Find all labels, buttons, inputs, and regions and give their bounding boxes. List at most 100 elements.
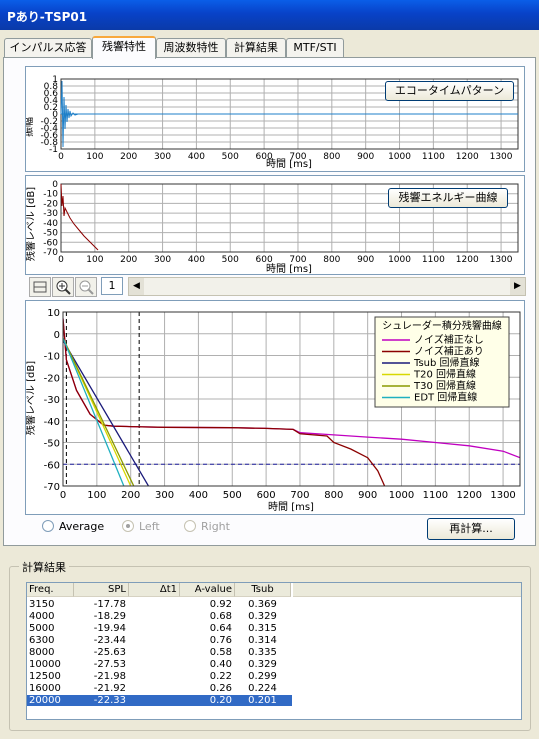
schroeder-chart-panel: 10 0 -10 -20 -30 -40 -50 -60 -70 0 100 200 300 400 50… [24, 300, 525, 515]
y-tick-label: -0.4 [40, 124, 58, 134]
recalculate-button[interactable]: 再計算... [427, 518, 515, 540]
zoom-out-button[interactable] [75, 277, 97, 297]
fit-view-button[interactable] [29, 277, 51, 297]
energy-ylabel: 残響レベル [dB] [26, 187, 37, 261]
table-cell: -27.53 [93, 659, 126, 670]
table-cell: 0.92 [209, 599, 232, 610]
x-tick-label: 500 [222, 255, 239, 265]
x-tick-label: 100 [86, 152, 103, 162]
y-tick-label: -40 [44, 417, 60, 428]
y-tick-label: -40 [43, 219, 58, 229]
column-header-avalue[interactable]: A-value [180, 583, 235, 597]
x-tick-label: 0 [60, 490, 66, 501]
main-xlabel: 時間 [ms] [268, 501, 314, 513]
table-cell: 0.64 [209, 623, 232, 634]
y-tick-label: -20 [44, 373, 60, 384]
results-group-label: 計算結果 [19, 559, 69, 575]
x-tick-label: 1300 [490, 490, 515, 501]
tab-reverberation[interactable]: 残響特性 [92, 36, 156, 59]
x-tick-label: 1200 [456, 152, 479, 162]
table-row[interactable]: 10000 -27.53 0.40 0.329 [27, 659, 292, 670]
x-tick-label: 400 [188, 255, 205, 265]
energy-decay-line [60, 183, 99, 251]
table-cell: 0.68 [209, 611, 232, 622]
x-tick-label: 600 [256, 255, 273, 265]
table-cell: 0.22 [209, 671, 232, 682]
series-line [63, 337, 135, 486]
x-tick-label: 1100 [423, 490, 448, 501]
table-cell: -17.78 [93, 599, 126, 610]
column-header-spl[interactable]: SPL [74, 583, 129, 597]
x-tick-label: 200 [120, 152, 137, 162]
y-tick-label: -0.8 [40, 138, 58, 148]
table-cell: -23.44 [93, 635, 126, 646]
table-row[interactable]: 8000 -25.63 0.58 0.335 [27, 647, 292, 658]
x-tick-label: 300 [154, 255, 171, 265]
table-cell: 0.299 [248, 671, 277, 682]
title-bar: Pあり-TSP01 [0, 0, 539, 30]
y-tick-label: -10 [44, 352, 60, 363]
table-row[interactable]: 16000 -21.92 0.26 0.224 [27, 683, 292, 694]
radio-average[interactable]: Average [42, 520, 104, 533]
column-header-blank [293, 583, 521, 597]
x-tick-label: 1300 [490, 152, 513, 162]
radio-left-label: Left [139, 520, 160, 533]
tab-mtf-sti[interactable]: MTF/STI [286, 38, 344, 57]
radio-right-label: Right [201, 520, 230, 533]
energy-curve-panel: 0 -10 -20 -30 -40 -50 -60 -70 0 100 200 300 400 500 6… [24, 175, 525, 275]
y-tick-label: 0.4 [44, 96, 59, 106]
y-tick-label: -30 [44, 395, 60, 406]
echo-waveform [60, 80, 79, 148]
energy-curve-button[interactable]: 残響エネルギー曲線 [388, 188, 508, 208]
table-cell: -18.29 [93, 611, 126, 622]
table-row[interactable]: 5000 -19.94 0.64 0.315 [27, 623, 292, 634]
x-tick-label: 800 [323, 255, 340, 265]
table-row[interactable]: 12500 -21.98 0.22 0.299 [27, 671, 292, 682]
x-tick-label: 700 [289, 255, 306, 265]
y-tick-label: 0 [52, 110, 58, 120]
y-tick-label: -60 [43, 238, 58, 248]
tab-calc-results[interactable]: 計算結果 [226, 38, 286, 57]
radio-left[interactable]: Left [122, 520, 160, 533]
table-cell: 5000 [29, 623, 55, 634]
page-number-box[interactable]: 1 [101, 277, 123, 295]
scroll-left-icon[interactable]: ◀ [129, 278, 144, 295]
x-tick-label: 700 [289, 152, 306, 162]
table-cell: -21.98 [93, 671, 126, 682]
x-tick-label: 1100 [422, 255, 445, 265]
legend-entry: ノイズ補正なし [414, 333, 484, 346]
horizontal-scrollbar[interactable]: ◀ ▶ [128, 277, 526, 296]
tab-frequency-response[interactable]: 周波数特性 [156, 38, 226, 57]
table-row[interactable]: 3150 -17.78 0.92 0.369 [27, 599, 292, 610]
results-group [9, 566, 531, 731]
table-cell: -21.92 [93, 683, 126, 694]
x-tick-label: 900 [357, 152, 374, 162]
zoom-in-button[interactable] [52, 277, 74, 297]
column-header-tsub[interactable]: Tsub [235, 583, 291, 597]
tab-strip: インパルス応答 残響特性 周波数特性 計算結果 MTF/STI [0, 36, 539, 59]
table-row[interactable]: 6300 -23.44 0.76 0.314 [27, 635, 292, 646]
column-header-freq[interactable]: Freq. [27, 583, 74, 597]
radio-right[interactable]: Right [184, 520, 230, 533]
x-tick-label: 1300 [490, 255, 513, 265]
x-tick-label: 1000 [388, 152, 411, 162]
legend-title: シュレーダー積分残響曲線 [382, 319, 502, 332]
y-tick-label: -1 [49, 145, 58, 155]
x-tick-label: 100 [87, 490, 106, 501]
x-tick-label: 300 [155, 490, 174, 501]
table-cell: 0.329 [248, 611, 277, 622]
radio-dot-icon [184, 520, 196, 532]
table-row[interactable]: 4000 -18.29 0.68 0.329 [27, 611, 292, 622]
tab-impulse-response[interactable]: インパルス応答 [4, 38, 92, 57]
x-tick-label: 400 [188, 152, 205, 162]
scroll-right-icon[interactable]: ▶ [510, 278, 525, 295]
radio-dot-icon [42, 520, 54, 532]
echo-time-pattern-button[interactable]: エコータイムパターン [385, 81, 514, 101]
table-cell: 20000 [29, 695, 61, 706]
y-tick-label: -0.6 [40, 131, 58, 141]
table-row[interactable]: 20000 -22.33 0.20 0.201 [27, 695, 292, 706]
table-cell: 0.20 [209, 695, 232, 706]
results-table[interactable]: Freq. SPL Δt1 A-value Tsub 3150 -17.78 0.9… [26, 582, 522, 720]
column-header-dt1[interactable]: Δt1 [129, 583, 180, 597]
radio-average-label: Average [59, 520, 105, 533]
